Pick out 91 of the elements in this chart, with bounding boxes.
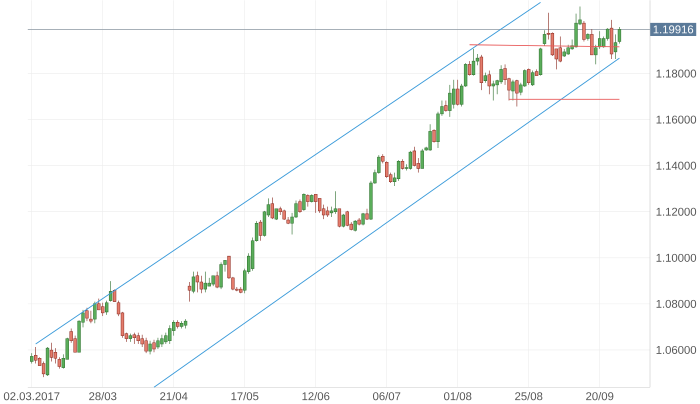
candlestick [258, 220, 262, 242]
candlestick [132, 332, 136, 344]
candlestick [400, 159, 404, 170]
candlestick [381, 154, 384, 164]
candlestick [448, 84, 452, 118]
candlestick [444, 100, 448, 112]
candlestick [412, 146, 416, 167]
candlestick [558, 36, 562, 63]
candlestick [302, 193, 306, 212]
candlestick [314, 194, 318, 214]
candlestick [274, 208, 278, 220]
candlestick [219, 262, 223, 290]
candlestick [511, 80, 515, 101]
candlestick [353, 220, 357, 232]
x-tick-label: 17/05 [231, 392, 258, 400]
candlestick [334, 191, 338, 214]
candlestick [215, 271, 219, 289]
candlestick [338, 208, 342, 228]
candlestick [499, 65, 503, 84]
candlestick [104, 300, 108, 316]
y-tick-label: 1.14000 [656, 162, 696, 170]
candlestick [156, 338, 160, 350]
candlestick [42, 361, 46, 378]
candlestick [306, 194, 310, 208]
y-tick-label: 1.06000 [656, 346, 696, 354]
candlestick [168, 325, 172, 344]
candlestick [200, 276, 204, 294]
candlestick [342, 214, 346, 228]
candlestick [270, 197, 274, 220]
candlestick [326, 206, 330, 218]
candlestick [492, 80, 495, 101]
x-tick-label: 02.03.2017 [4, 392, 60, 400]
candlestick [148, 340, 152, 355]
x-tick-label: 12/06 [302, 392, 330, 400]
candlestick [89, 310, 93, 324]
candlestick [396, 160, 400, 182]
x-tick-label: 21/04 [160, 392, 188, 400]
x-tick-label: 06/07 [373, 392, 400, 400]
candlestick [282, 210, 286, 220]
candlestick [188, 282, 192, 302]
candlestick [152, 340, 156, 353]
candlestick [420, 148, 424, 169]
candlestick [30, 353, 34, 364]
candlestick [456, 80, 460, 106]
x-tick-label: 01/08 [444, 392, 472, 400]
candlestick [527, 68, 530, 86]
candlestick [468, 60, 472, 76]
ref-line-label: 1.19916 [654, 26, 694, 34]
candlestick [346, 210, 349, 227]
candlestick [58, 357, 62, 370]
candlestick [93, 301, 97, 324]
candlestick [432, 129, 436, 144]
candlestick [530, 70, 534, 86]
candlestick [582, 20, 586, 42]
candlestick [598, 31, 602, 50]
candlestick [484, 72, 488, 84]
y-tick-label: 1.12000 [656, 208, 696, 216]
candlestick [160, 334, 164, 348]
candlestick [428, 124, 432, 152]
candlestick [408, 150, 412, 170]
x-tick-label: 25/08 [515, 392, 542, 400]
candlestick [108, 280, 112, 302]
candlestick [515, 80, 519, 107]
candlestick [34, 346, 38, 364]
candlestick [136, 332, 140, 344]
candlestick [452, 80, 456, 110]
candlestick [196, 271, 200, 293]
y-tick-label: 1.16000 [656, 116, 696, 124]
candlestick [594, 44, 598, 65]
candlestick [361, 212, 365, 226]
y-tick-label: 1.10000 [656, 254, 696, 262]
candlestick [385, 161, 388, 178]
candlestick [542, 30, 546, 46]
candlestick [50, 342, 54, 362]
candlestick [365, 208, 369, 220]
y-tick-label: 1.18000 [656, 70, 696, 78]
candlestick [204, 271, 207, 293]
x-tick-label: 28/03 [89, 392, 116, 400]
candlestick [318, 198, 322, 214]
x-tick-label: 20/09 [586, 392, 614, 400]
candlestick [211, 276, 215, 287]
candlestick [85, 308, 89, 322]
candlestick [184, 318, 188, 329]
candlestick [488, 70, 491, 95]
candlestick [101, 302, 104, 317]
candlestick [144, 338, 148, 354]
candlestick [566, 44, 570, 56]
candlestick [140, 334, 144, 348]
candlestick [298, 199, 302, 214]
y-tick-label: 1.08000 [656, 300, 696, 308]
candlestick [192, 271, 196, 294]
